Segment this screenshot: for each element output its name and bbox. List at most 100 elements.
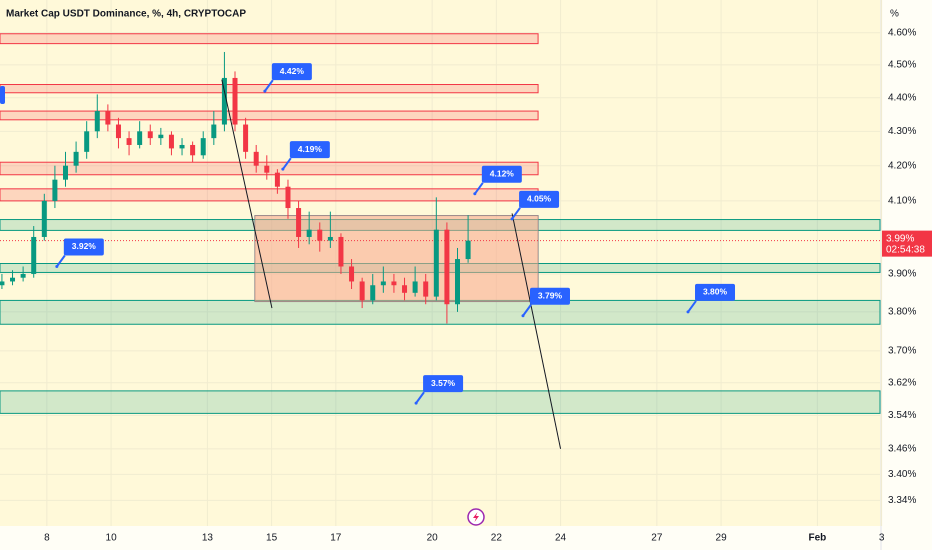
candle-body (232, 77, 238, 125)
candle-body (465, 240, 471, 260)
y-tick-label: 4.60% (888, 27, 916, 38)
time-axis-background (0, 526, 881, 550)
candle-body (444, 229, 450, 305)
callout-label: 4.05% (527, 194, 552, 204)
candle-body (349, 266, 355, 282)
candle-body (126, 138, 132, 145)
callout-pointer (511, 207, 521, 220)
candle-body (274, 172, 280, 187)
y-tick-label: 4.40% (888, 92, 916, 103)
candle-body (402, 285, 408, 293)
price-axis-background (881, 0, 932, 550)
candle-body (41, 200, 47, 237)
range-box-fill (254, 215, 539, 302)
x-tick-label: 13 (202, 533, 214, 544)
y-tick-label: 4.10% (888, 196, 916, 207)
candle-body (10, 277, 16, 282)
candle-body (391, 281, 397, 286)
y-unit: % (890, 9, 899, 20)
x-tick-label: 8 (44, 533, 50, 544)
callout-anchor (473, 192, 477, 196)
callout-anchor (414, 401, 418, 405)
callout-box (481, 165, 522, 183)
y-tick-label: 3.34% (888, 495, 916, 506)
x-tick-label: 3 (879, 533, 885, 544)
callout-box (423, 375, 464, 393)
callout-pointer (687, 300, 697, 313)
callout-anchor (281, 167, 285, 171)
candle-body (306, 229, 312, 237)
callout-box (271, 63, 312, 81)
callout-pointer (56, 254, 66, 268)
lightning-icon[interactable] (467, 508, 485, 526)
candle-body (338, 236, 344, 267)
callout-label: 3.92% (72, 241, 97, 251)
callout-label: 4.12% (490, 169, 515, 179)
callout-box (519, 190, 560, 208)
callout-anchor (55, 264, 59, 268)
last-price-badge (882, 230, 932, 257)
candle-body (370, 285, 376, 301)
callout-box (63, 238, 104, 256)
callout-label: 4.42% (280, 66, 305, 76)
callout-label: 3.80% (703, 287, 728, 297)
candle-body (105, 111, 111, 125)
callout-box (529, 287, 570, 305)
x-tick-label: 27 (651, 533, 663, 544)
candle-body (115, 124, 121, 139)
candle-body (94, 111, 100, 132)
candle-body (253, 151, 259, 166)
candle-body (412, 281, 418, 293)
y-tick-label: 3.80% (888, 307, 916, 318)
callout-anchor (686, 310, 690, 314)
callout-anchor (263, 89, 267, 93)
callout-pointer (282, 157, 292, 170)
callout-pointer (415, 391, 425, 404)
candle-body (0, 281, 5, 286)
candle-body (359, 281, 365, 301)
y-tick-label: 4.30% (888, 126, 916, 137)
callout-anchor (521, 314, 525, 318)
y-tick-label: 3.46% (888, 443, 916, 454)
callout-pointer (474, 182, 484, 195)
candle-body (264, 165, 270, 173)
candle-body (285, 186, 291, 209)
trend-line (511, 213, 562, 449)
candle-body (179, 144, 185, 149)
trend-line (221, 79, 273, 309)
candle-body (454, 259, 460, 305)
y-tick-label: 3.62% (888, 377, 916, 388)
candle-body (317, 229, 323, 241)
candle-body (20, 273, 26, 278)
x-tick-label: 24 (555, 533, 567, 544)
y-tick-label: 4.50% (888, 60, 916, 71)
callout-label: 3.57% (431, 378, 456, 388)
candle-body (296, 208, 302, 237)
callout-pointer (522, 304, 532, 317)
candle-body (211, 124, 217, 139)
y-tick-label: 4.20% (888, 160, 916, 171)
zone (0, 110, 539, 121)
x-tick-label: Feb (809, 533, 827, 544)
x-tick-label: 10 (106, 533, 118, 544)
candle-body (243, 124, 249, 152)
candle-body (327, 236, 333, 241)
candle-body (31, 236, 37, 274)
candle-body (423, 281, 429, 297)
callout-anchor (510, 217, 514, 221)
callout-pointer (264, 79, 274, 92)
callout-label: 3.79% (538, 291, 563, 301)
candle-body (84, 131, 90, 152)
zone (0, 188, 539, 202)
callout-label: 4.19% (298, 144, 323, 154)
x-tick-label: 29 (716, 533, 728, 544)
candle-body (190, 144, 196, 156)
chart-title: Market Cap USDT Dominance, %, 4h, CRYPTO… (6, 9, 246, 20)
candle-body (147, 131, 153, 139)
last-price-label: 3.99% (886, 233, 914, 244)
x-tick-label: 20 (427, 533, 439, 544)
zone (0, 299, 881, 325)
candle-body (168, 134, 174, 149)
offscreen-label (0, 86, 5, 104)
